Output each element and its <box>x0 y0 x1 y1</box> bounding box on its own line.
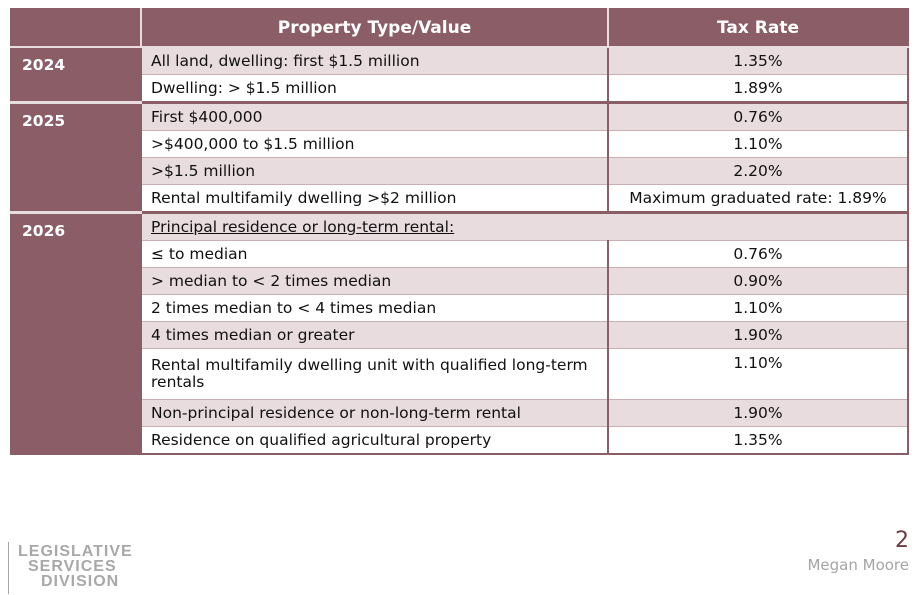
year-cell: 2024 <box>11 47 141 104</box>
tax-rate-table: Property Type/Value Tax Rate 2024 All la… <box>10 8 909 455</box>
page-number: 2 <box>895 528 909 553</box>
property-type-cell: >$1.5 million <box>140 157 608 185</box>
tax-rate-cell: 0.76% <box>607 240 908 268</box>
property-type-cell: Dwelling: > $1.5 million <box>140 74 608 104</box>
tax-rate-cell: 1.35% <box>607 426 908 455</box>
property-type-cell: First $400,000 <box>140 102 608 131</box>
tax-rate-cell: 1.10% <box>607 348 908 400</box>
logo-line-2: SERVICES <box>28 558 117 575</box>
property-type-cell: ≤ to median <box>140 240 608 268</box>
logo-line-1: LEGISLATIVE <box>18 543 133 560</box>
table-row: 2025 First $400,000 0.76% <box>11 102 908 214</box>
tax-rate-cell: 0.90% <box>607 267 908 295</box>
table-row: ≤ to median 0.76% <box>11 240 908 268</box>
subheading-cell: Principal residence or long-term rental: <box>140 212 908 241</box>
tax-rate-cell: Maximum graduated rate: 1.89% <box>607 184 908 214</box>
table-row: 2 times median to < 4 times median 1.10% <box>11 294 908 322</box>
property-type-cell: Residence on qualified agricultural prop… <box>140 426 608 455</box>
author-name: Megan Moore <box>807 556 909 574</box>
tax-rate-cell: 1.10% <box>607 294 908 322</box>
logo-line-3: DIVISION <box>41 573 120 590</box>
property-type-cell: > median to < 2 times median <box>140 267 608 295</box>
tax-rate-cell: 0.76% <box>607 102 908 131</box>
table-row: 2024 All land, dwelling: first $1.5 mill… <box>11 47 908 104</box>
tax-rate-cell: 1.90% <box>607 321 908 349</box>
table-row: Residence on qualified agricultural prop… <box>11 426 908 455</box>
header-year <box>11 9 141 48</box>
tax-rate-cell: 1.35% <box>607 47 908 75</box>
property-type-cell: All land, dwelling: first $1.5 million <box>140 47 608 75</box>
property-type-cell: Non-principal residence or non-long-term… <box>140 399 608 427</box>
legislative-services-division-logo: LEGISLATIVE SERVICES DIVISION <box>8 542 133 594</box>
tax-rate-cell: 1.90% <box>607 399 908 427</box>
property-type-cell: 2 times median to < 4 times median <box>140 294 608 322</box>
table-row: >$400,000 to $1.5 million 1.10% <box>11 130 908 158</box>
table-row: Dwelling: > $1.5 million 1.89% <box>11 74 908 104</box>
table-row: Rental multifamily dwelling >$2 million … <box>11 184 908 214</box>
table-row: >$1.5 million 2.20% <box>11 157 908 185</box>
tax-rate-cell: 1.10% <box>607 130 908 158</box>
property-type-cell: 4 times median or greater <box>140 321 608 349</box>
header-row: Property Type/Value Tax Rate <box>11 9 908 48</box>
property-type-cell: Rental multifamily dwelling >$2 million <box>140 184 608 214</box>
table-row: > median to < 2 times median 0.90% <box>11 267 908 295</box>
tax-rate-cell: 2.20% <box>607 157 908 185</box>
table-row: Rental multifamily dwelling unit with qu… <box>11 348 908 400</box>
header-tax-rate: Tax Rate <box>607 9 908 48</box>
montana-outline-icon <box>8 542 17 594</box>
year-cell: 2026 <box>11 212 141 454</box>
table-row: Non-principal residence or non-long-term… <box>11 399 908 427</box>
property-type-cell: >$400,000 to $1.5 million <box>140 130 608 158</box>
header-property-type: Property Type/Value <box>140 9 608 48</box>
year-cell: 2025 <box>11 102 141 214</box>
table-row: 2026 Principal residence or long-term re… <box>11 212 908 454</box>
table-row: 4 times median or greater 1.90% <box>11 321 908 349</box>
subheading-text: Principal residence or long-term rental: <box>151 218 455 236</box>
property-type-cell: Rental multifamily dwelling unit with qu… <box>140 348 608 400</box>
tax-rate-cell: 1.89% <box>607 74 908 104</box>
